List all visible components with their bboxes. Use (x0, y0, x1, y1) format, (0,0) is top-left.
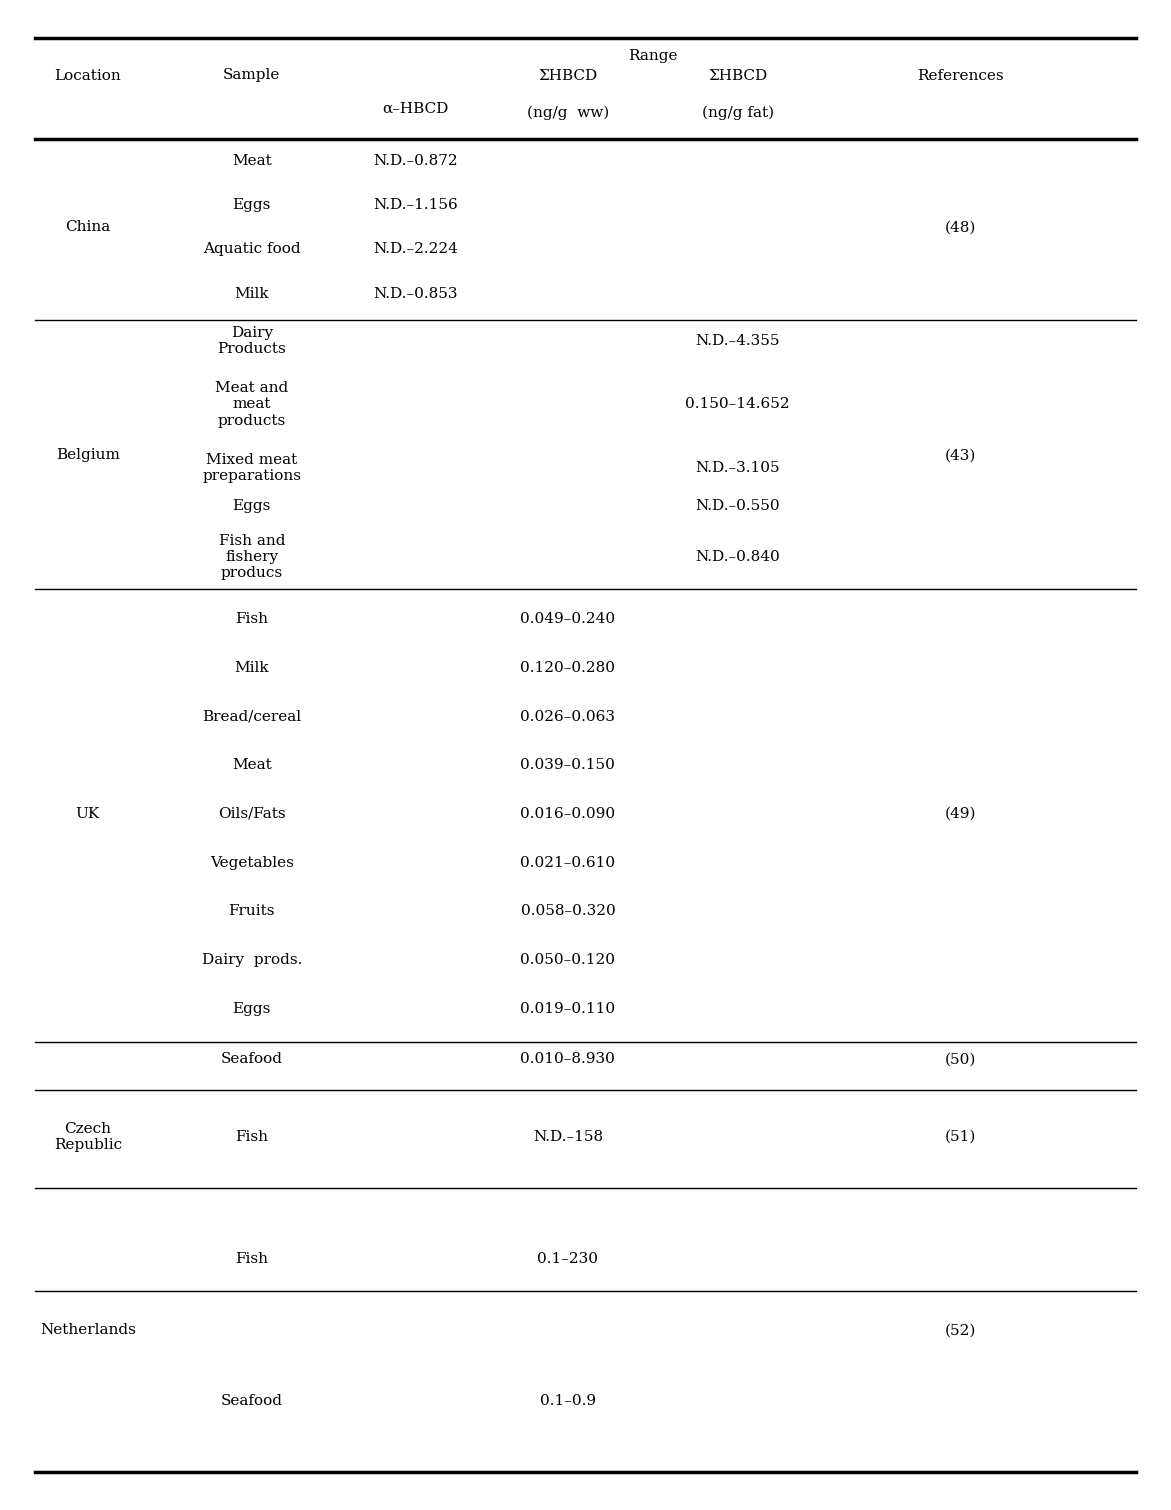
Text: Range: Range (628, 48, 678, 63)
Text: (ng/g  ww): (ng/g ww) (527, 106, 609, 121)
Text: Fish and
fishery
producs: Fish and fishery producs (219, 533, 285, 580)
Text: N.D.–0.550: N.D.–0.550 (696, 500, 780, 513)
Text: Location: Location (54, 68, 122, 83)
Text: Vegetables: Vegetables (210, 856, 294, 870)
Text: (43): (43) (945, 448, 975, 462)
Text: N.D.–2.224: N.D.–2.224 (374, 242, 458, 257)
Text: Eggs: Eggs (233, 500, 271, 513)
Text: Fish: Fish (235, 612, 268, 627)
Text: Meat: Meat (232, 154, 272, 168)
Text: N.D.–0.840: N.D.–0.840 (696, 550, 780, 563)
Text: Meat and
meat
products: Meat and meat products (215, 381, 288, 427)
Text: Milk: Milk (234, 661, 269, 675)
Text: 0.049–0.240: 0.049–0.240 (520, 612, 616, 627)
Text: (49): (49) (945, 806, 975, 821)
Text: 0.120–0.280: 0.120–0.280 (520, 661, 616, 675)
Text: Sample: Sample (224, 68, 280, 83)
Text: 0.058–0.320: 0.058–0.320 (521, 904, 615, 918)
Text: References: References (917, 68, 1004, 83)
Text: Eggs: Eggs (233, 198, 271, 213)
Text: 0.019–0.110: 0.019–0.110 (520, 1001, 616, 1016)
Text: Oils/Fats: Oils/Fats (218, 806, 286, 821)
Text: Aquatic food: Aquatic food (203, 242, 301, 257)
Text: 0.050–0.120: 0.050–0.120 (520, 953, 616, 966)
Text: Milk: Milk (234, 287, 269, 300)
Text: ΣHBCD: ΣHBCD (539, 68, 597, 83)
Text: China: China (66, 220, 110, 234)
Text: Eggs: Eggs (233, 1001, 271, 1016)
Text: Netherlands: Netherlands (40, 1323, 136, 1338)
Text: ΣHBCD: ΣHBCD (708, 68, 767, 83)
Text: Mixed meat
preparations: Mixed meat preparations (203, 453, 301, 483)
Text: N.D.–1.156: N.D.–1.156 (374, 198, 458, 213)
Text: (ng/g fat): (ng/g fat) (701, 106, 774, 121)
Text: (52): (52) (945, 1323, 975, 1338)
Text: Seafood: Seafood (221, 1394, 282, 1409)
Text: 0.1–230: 0.1–230 (537, 1252, 598, 1267)
Text: 0.1–0.9: 0.1–0.9 (540, 1394, 596, 1409)
Text: Fruits: Fruits (228, 904, 275, 918)
Text: Dairy  prods.: Dairy prods. (201, 953, 302, 966)
Text: 0.039–0.150: 0.039–0.150 (520, 758, 616, 772)
Text: Czech
Republic: Czech Republic (54, 1122, 122, 1152)
Text: (50): (50) (945, 1052, 975, 1066)
Text: N.D.–0.872: N.D.–0.872 (374, 154, 458, 168)
Text: 0.010–8.930: 0.010–8.930 (520, 1052, 616, 1066)
Text: Belgium: Belgium (56, 448, 119, 462)
Text: N.D.–158: N.D.–158 (533, 1129, 603, 1145)
Text: N.D.–3.105: N.D.–3.105 (696, 461, 780, 476)
Text: α–HBCD: α–HBCD (383, 101, 448, 116)
Text: (48): (48) (945, 220, 975, 234)
Text: 0.150–14.652: 0.150–14.652 (685, 397, 790, 411)
Text: Fish: Fish (235, 1129, 268, 1145)
Text: 0.026–0.063: 0.026–0.063 (520, 710, 616, 723)
Text: N.D.–4.355: N.D.–4.355 (696, 334, 780, 347)
Text: Dairy
Products: Dairy Products (218, 326, 286, 356)
Text: 0.021–0.610: 0.021–0.610 (520, 856, 616, 870)
Text: Meat: Meat (232, 758, 272, 772)
Text: (51): (51) (945, 1129, 975, 1145)
Text: N.D.–0.853: N.D.–0.853 (374, 287, 458, 300)
Text: UK: UK (76, 806, 100, 821)
Text: 0.016–0.090: 0.016–0.090 (520, 806, 616, 821)
Text: Bread/cereal: Bread/cereal (203, 710, 301, 723)
Text: Seafood: Seafood (221, 1052, 282, 1066)
Text: Fish: Fish (235, 1252, 268, 1267)
